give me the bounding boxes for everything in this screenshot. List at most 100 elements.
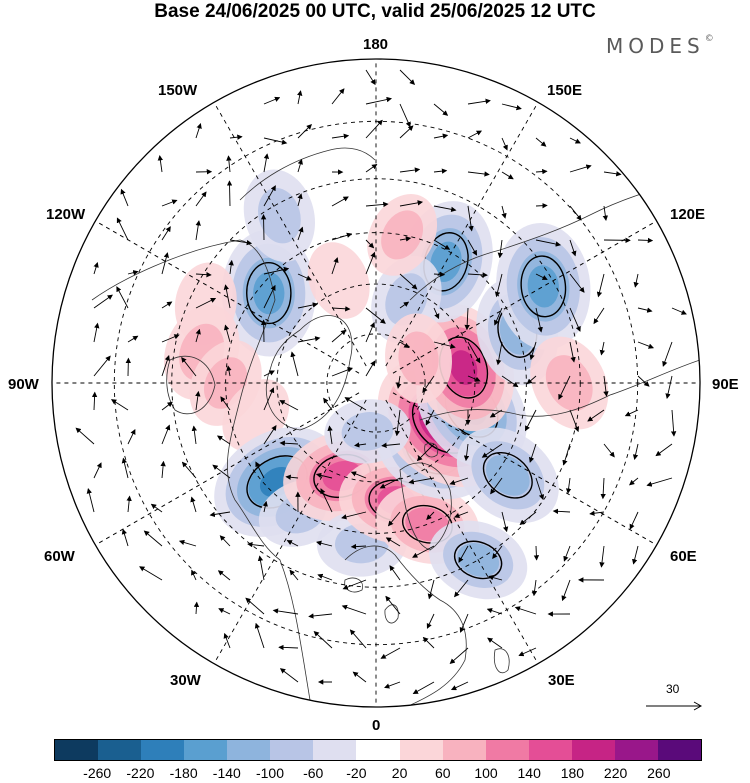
wind-vector [279, 400, 299, 411]
wind-vector [195, 390, 201, 411]
wind-vector [217, 570, 231, 581]
wind-vector [297, 158, 303, 173]
colorbar-tick-label: -20 [346, 765, 367, 781]
wind-vector [593, 307, 605, 325]
wind-vector [126, 495, 132, 513]
brand-logo: MODES© [606, 34, 714, 58]
wind-vector [279, 440, 299, 446]
wind-vector [467, 130, 483, 139]
meridian-line [385, 102, 539, 367]
wind-vector [195, 220, 201, 241]
wind-vector [263, 153, 270, 173]
wind-vector [535, 168, 548, 175]
anomaly-isoline [482, 451, 533, 499]
wind-vector [399, 103, 411, 128]
anomaly-contour [545, 355, 593, 411]
wind-vector [501, 137, 508, 151]
wind-vector [433, 103, 449, 116]
wind-vector [426, 613, 435, 629]
reference-vector: 30 [644, 682, 704, 712]
wind-vector [637, 375, 650, 387]
wind-vector [331, 367, 353, 377]
meridian-line [213, 102, 367, 367]
wind-vector [320, 488, 333, 513]
wind-vector [380, 647, 401, 659]
brand-name: MODES [606, 34, 705, 58]
wind-vector [226, 180, 233, 207]
alaska-coast [239, 147, 376, 201]
wind-vector [93, 355, 111, 377]
wind-vector [143, 530, 163, 547]
wind-vector [263, 425, 277, 445]
siberia-coast [419, 359, 700, 421]
wind-vector [297, 90, 303, 105]
wind-vector [387, 511, 401, 527]
wind-vector [569, 239, 577, 257]
wind-vector [490, 477, 503, 495]
lon-label-180: 180 [363, 36, 389, 53]
wind-vector [352, 671, 367, 683]
wind-vector [501, 103, 522, 111]
wind-vector [646, 477, 673, 487]
wind-vector [563, 545, 571, 562]
wind-vector [501, 171, 514, 180]
wind-vector [120, 188, 129, 207]
wind-vector [365, 69, 376, 86]
wind-vector [245, 597, 265, 615]
wind-vector [655, 443, 673, 457]
wind-vector [533, 545, 540, 561]
wind-vector [365, 322, 375, 343]
wind-vector [426, 511, 435, 521]
wind-vector [263, 387, 275, 411]
wind-vector [341, 511, 367, 520]
wind-vector [191, 425, 198, 445]
wind-vector [602, 205, 609, 221]
wind-vector [365, 307, 386, 324]
anomaly-contour [258, 187, 301, 244]
wind-vector [496, 341, 503, 366]
wind-vector [216, 435, 231, 445]
wind-vector [671, 307, 687, 315]
wind-vector [279, 668, 299, 683]
wind-vector [603, 443, 615, 458]
wind-vector [354, 442, 367, 448]
greenland-coast [266, 315, 353, 431]
wind-vector [195, 271, 212, 278]
wind-vector [365, 201, 389, 208]
wind-vector [528, 443, 537, 463]
north-america-coast [91, 239, 311, 701]
wind-vector [501, 205, 507, 219]
wind-vector [297, 193, 303, 207]
wind-vector [263, 185, 276, 207]
wind-vector [433, 307, 440, 320]
wind-vector [263, 370, 275, 377]
wind-vector [341, 604, 367, 615]
wind-vector [599, 545, 605, 568]
wind-vector [467, 205, 474, 232]
lon-label-30w: 30W [170, 672, 201, 689]
graticule [52, 59, 700, 707]
wind-vector [629, 511, 639, 530]
anomaly-contour [381, 210, 424, 260]
wind-vector [569, 307, 581, 332]
wind-vector [449, 647, 469, 664]
wind-vector [433, 239, 451, 250]
colorbar-tick-label: -220 [126, 765, 155, 781]
wind-vector [331, 196, 349, 207]
wind-vector [433, 168, 448, 174]
wind-vector [365, 96, 393, 105]
wind-vector [497, 239, 503, 259]
lon-label-150w: 150W [158, 82, 198, 99]
wind-vector [399, 341, 410, 349]
wind-vector [116, 217, 129, 241]
wind-vector [633, 273, 639, 288]
colorbar-tick-label: -260 [83, 765, 112, 781]
wind-vector [552, 508, 571, 515]
wind-vector [489, 409, 503, 418]
wind-vector [399, 301, 410, 309]
wind-vector [603, 375, 609, 397]
colorbar-tick-label: -60 [303, 765, 324, 781]
wind-vector [427, 579, 435, 600]
wind-vector [331, 257, 339, 275]
